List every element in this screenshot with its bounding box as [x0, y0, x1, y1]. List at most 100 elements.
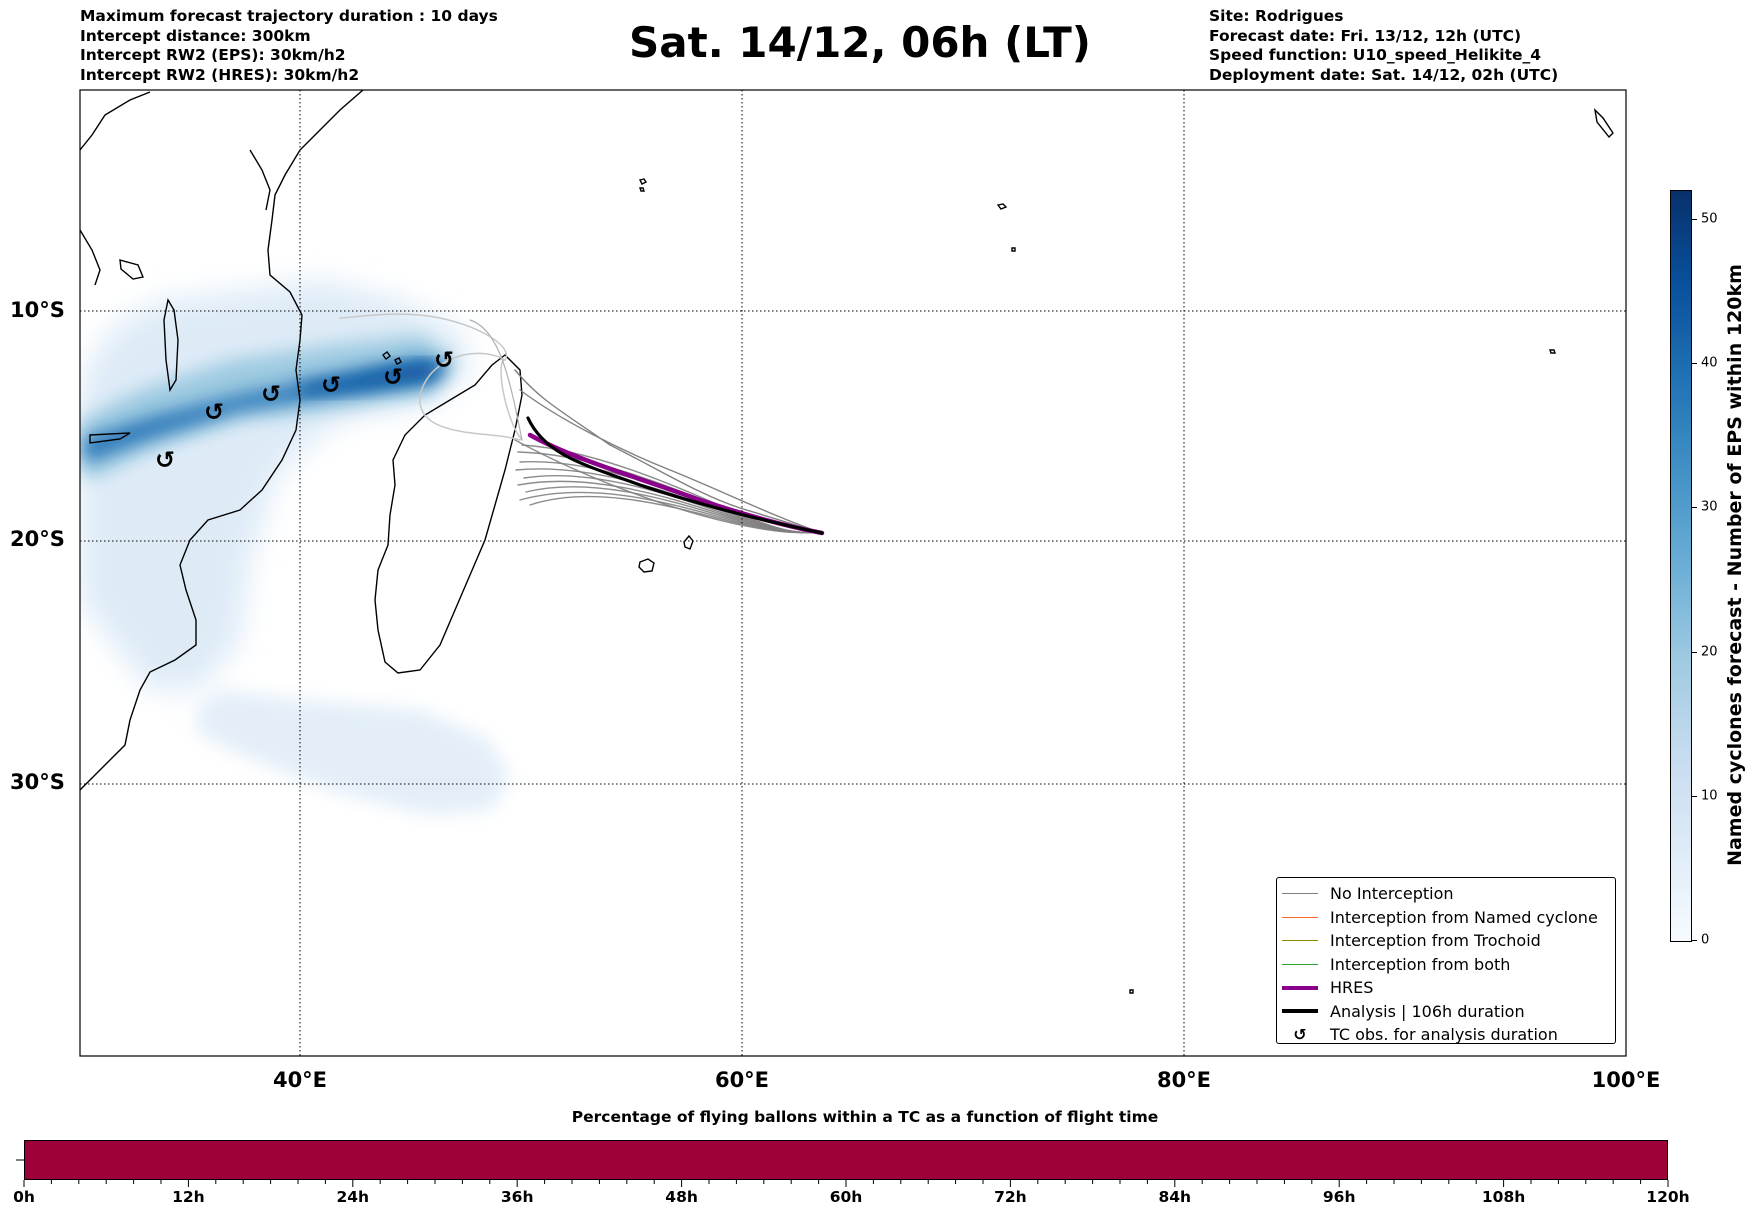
trajectory-line — [514, 369, 823, 534]
flight-time-tick-label: 108h — [1481, 1188, 1526, 1206]
legend-line-both — [1282, 963, 1318, 965]
legend-item: Interception from Trochoid — [1277, 929, 1615, 953]
header-deployment-date: Deployment date: Sat. 14/12, 02h (UTC) — [1209, 65, 1559, 84]
header-intercept-distance: Intercept distance: 300km — [80, 26, 311, 45]
flight-time-tick-label: 12h — [172, 1188, 205, 1206]
trajectory-line — [419, 352, 521, 441]
colorbar-tick-label: 30 — [1701, 499, 1718, 515]
trajectory-line — [469, 319, 523, 441]
somalia-horn — [249, 149, 271, 211]
colorbar-tick — [1692, 218, 1697, 220]
flight-time-tick-label: 48h — [665, 1188, 698, 1206]
map-legend: No Interception Interception from Named … — [1276, 877, 1616, 1044]
colorbar-tick-label: 40 — [1701, 355, 1718, 371]
flight-time-tick-label: 36h — [500, 1188, 534, 1206]
colorbar-label: Named cyclones forecast - Number of EPS … — [1724, 264, 1746, 866]
flight-time-bar-title: Percentage of flying ballons within a TC… — [571, 1108, 1159, 1126]
flight-time-tick-label: 0h — [13, 1188, 35, 1206]
legend-item: ↺ TC obs. for analysis duration — [1277, 1023, 1615, 1047]
lake-malawi — [163, 298, 179, 393]
colorbar-tick-label: 0 — [1701, 932, 1710, 948]
legend-label: Interception from both — [1330, 954, 1511, 974]
map-gridlines — [80, 90, 1626, 1056]
mascarene-reunion — [638, 558, 655, 573]
comoros-island-a — [382, 351, 391, 360]
legend-label: Analysis | 106h duration — [1330, 1001, 1525, 1021]
legend-item: Interception from both — [1277, 953, 1615, 977]
colorbar-tick — [1692, 940, 1697, 941]
flight-time-tick-label: 84h — [1158, 1188, 1192, 1206]
lon-label-100e: 100°E — [1591, 1068, 1661, 1092]
page-title: Sat. 14/12, 06h (LT) — [629, 18, 1091, 67]
density-band-core — [300, 362, 445, 394]
legend-label: Interception from Named cyclone — [1330, 907, 1598, 927]
flight-time-tick-label: 60h — [829, 1188, 863, 1206]
west-coast-fragment — [80, 229, 101, 286]
legend-label: HRES — [1330, 978, 1374, 998]
cyclone-symbol-icon: ↺ — [434, 346, 454, 374]
cyclone-symbol-icon: ↺ — [155, 446, 175, 474]
tc-obs-markers: ↺ ↺ ↺ ↺ ↺ ↺ — [155, 346, 454, 474]
lon-label-60e: 60°E — [714, 1068, 770, 1092]
legend-label: TC obs. for analysis duration — [1330, 1025, 1558, 1045]
header-intercept-eps: Intercept RW2 (EPS): 30km/h2 — [80, 46, 346, 64]
sumatra-fragment — [1593, 107, 1614, 139]
colorbar-tick-label: 20 — [1701, 644, 1718, 660]
flight-time-tick-label: 72h — [994, 1188, 1027, 1206]
density-band-faint — [195, 690, 510, 815]
seychelles — [638, 178, 648, 192]
colorbar-tick-label: 50 — [1701, 211, 1718, 227]
legend-line-no-interception — [1282, 893, 1318, 895]
flight-time-bar — [24, 1140, 1668, 1180]
legend-line-hres — [1282, 985, 1318, 990]
madagascar-coast — [374, 354, 523, 674]
africa-coast — [80, 90, 364, 791]
legend-line-analysis — [1282, 1009, 1318, 1014]
trajectory-group — [339, 313, 825, 536]
legend-item: HRES — [1277, 976, 1615, 1000]
legend-item: Interception from Named cyclone — [1277, 906, 1615, 930]
header-forecast-date: Forecast date: Fri. 13/12, 12h (UTC) — [1209, 26, 1522, 45]
small-islands-east — [1129, 349, 1556, 994]
cyclone-symbol-icon: ↺ — [204, 398, 224, 426]
legend-label: No Interception — [1330, 884, 1454, 904]
hres-trajectory — [527, 432, 825, 536]
header-site: Site: Rodrigues — [1209, 7, 1344, 25]
header-left-info: Maximum forecast trajectory duration : 1… — [80, 7, 498, 85]
cyclone-symbol-icon: ↺ — [1293, 1025, 1307, 1045]
mascarene-mauritius — [683, 534, 694, 550]
colorbar-tick — [1692, 363, 1697, 365]
analysis-trajectory — [526, 416, 824, 535]
cyclone-symbol-icon: ↺ — [383, 363, 403, 391]
flight-time-tick-label: 24h — [336, 1188, 370, 1206]
map-frame — [79, 89, 1627, 1057]
legend-item: No Interception — [1277, 882, 1615, 906]
legend-line-named-cyclone — [1282, 916, 1318, 918]
lat-label-30s: 30°S — [10, 770, 65, 794]
colorbar-tick-label: 10 — [1701, 788, 1718, 804]
header-right-info: Site: Rodrigues Forecast date: Fri. 13/1… — [1209, 7, 1558, 85]
lat-label-20s: 20°S — [10, 527, 65, 551]
header-speed-function: Speed function: U10_speed_Helikite_4 — [1209, 46, 1542, 64]
comoros-island-b — [394, 357, 402, 365]
trajectory-line — [339, 313, 523, 441]
density-colorbar — [1670, 190, 1692, 942]
flight-time-tick-label: 96h — [1322, 1188, 1356, 1206]
lon-label-80e: 80°E — [1156, 1068, 1212, 1092]
coastlines — [80, 90, 1614, 994]
colorbar-tick — [1692, 651, 1697, 653]
legend-label: Interception from Trochoid — [1330, 931, 1541, 951]
header-max-duration: Maximum forecast trajectory duration : 1… — [80, 7, 498, 25]
lat-label-10s: 10°S — [10, 298, 65, 322]
cyclone-density-field — [80, 280, 510, 815]
lon-label-40e: 40°E — [272, 1068, 328, 1092]
cyclone-symbol-icon: ↺ — [321, 371, 341, 399]
trajectory-line — [525, 486, 823, 534]
colorbar-tick — [1692, 795, 1697, 797]
chagos — [996, 203, 1016, 252]
trajectory-line — [519, 389, 823, 534]
legend-line-trochoid — [1282, 940, 1318, 942]
legend-item: Analysis | 106h duration — [1277, 1000, 1615, 1024]
colorbar-tick — [1692, 507, 1697, 509]
header-intercept-hres: Intercept RW2 (HRES): 30km/h2 — [80, 65, 360, 84]
